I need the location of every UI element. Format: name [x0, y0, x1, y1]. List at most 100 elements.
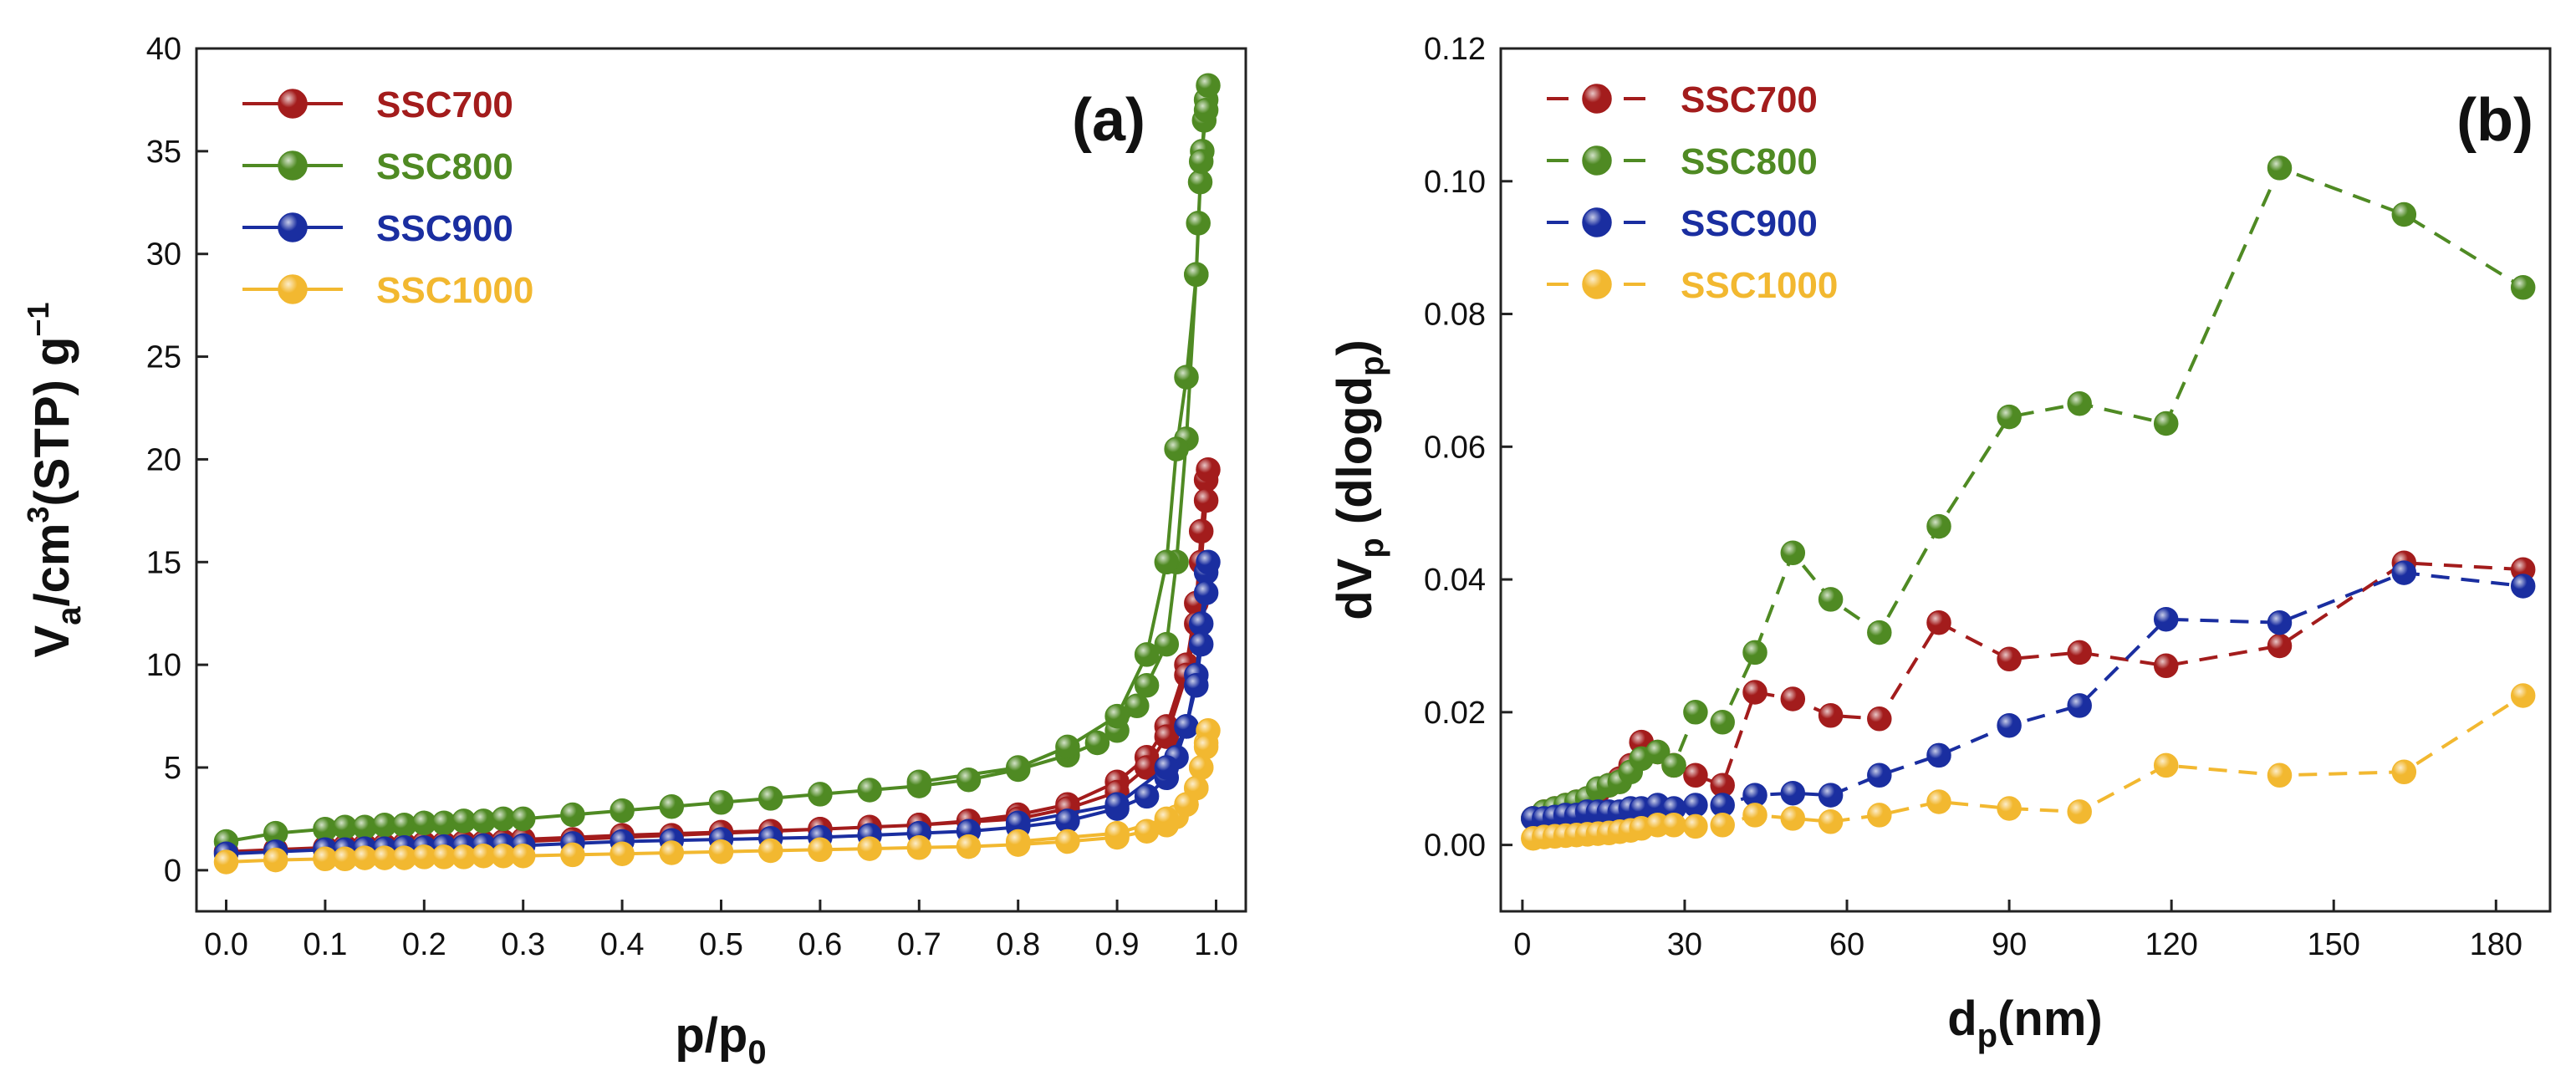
data-point [1661, 752, 1686, 778]
series-line [1532, 561, 2523, 820]
data-point [857, 836, 882, 861]
legend-label: SSC800 [376, 146, 513, 187]
data-point [808, 837, 833, 863]
data-point [956, 834, 982, 859]
data-point [1997, 404, 2022, 430]
data-point [510, 843, 536, 869]
data-point [1188, 755, 1214, 780]
data-point [1184, 262, 1209, 288]
series-ssc1000 [1521, 683, 2536, 851]
data-point [1926, 609, 1951, 635]
data-point [1174, 365, 1199, 390]
data-point [1780, 540, 1806, 566]
data-point [1188, 611, 1214, 636]
data-point [1742, 640, 1767, 666]
legend-marker [278, 89, 308, 119]
data-point [2267, 609, 2293, 635]
data-point [857, 778, 882, 803]
y-tick-label: 40 [146, 32, 181, 67]
legend-item: SSC700 [242, 84, 513, 125]
data-point [2391, 560, 2417, 585]
data-point [1997, 646, 2022, 672]
data-point [1134, 672, 1160, 698]
series-line [226, 84, 1210, 844]
legend-item: SSC800 [242, 146, 513, 187]
y-tick-label: 0.06 [1424, 430, 1486, 465]
data-point [1867, 620, 1892, 645]
data-point [2067, 799, 2092, 824]
data-point [213, 849, 239, 875]
data-point [1818, 809, 1844, 834]
data-point [2391, 759, 2417, 785]
series-ssc800 [1521, 156, 2536, 831]
y-tick-label: 0.12 [1424, 32, 1486, 67]
data-point [1193, 487, 1219, 513]
data-point [1055, 808, 1080, 834]
data-point [2267, 156, 2293, 181]
y-tick-label: 30 [146, 237, 181, 273]
x-tick-label: 180 [2470, 927, 2522, 962]
data-point [1926, 789, 1951, 814]
data-point [1154, 724, 1180, 749]
data-point [263, 847, 288, 873]
series-ssc700 [1521, 550, 2536, 831]
data-point [2067, 390, 2092, 416]
data-point [2153, 411, 2179, 436]
data-point [1780, 780, 1806, 806]
data-point [1683, 793, 1708, 818]
data-point [2391, 201, 2417, 227]
x-tick-label: 0.1 [304, 927, 348, 962]
x-tick-label: 0 [1513, 927, 1531, 962]
legend-marker [1582, 145, 1612, 176]
y-tick-label: 25 [146, 340, 181, 375]
y-tick-label: 35 [146, 135, 181, 170]
series-ssc1000 [213, 718, 1221, 875]
data-point [708, 839, 734, 864]
panel-label-a: (a) [1072, 87, 1145, 154]
data-point [1084, 730, 1110, 756]
legend-marker [278, 150, 308, 181]
series-line [1533, 571, 2523, 820]
y-tick-label: 5 [164, 751, 181, 786]
data-point [1818, 587, 1844, 612]
y-tick-label: 15 [146, 545, 181, 580]
data-point [1196, 73, 1221, 98]
legend-label: SSC700 [1681, 79, 1818, 120]
legend-label: SSC1000 [376, 270, 533, 311]
legend-label: SSC900 [1681, 203, 1818, 244]
data-point [2510, 275, 2536, 300]
series-group-a [213, 73, 1221, 875]
data-point [1164, 436, 1189, 462]
data-point [1184, 672, 1209, 698]
data-point [1818, 783, 1844, 808]
data-point [1683, 813, 1708, 839]
data-point [610, 798, 635, 824]
data-point [2153, 752, 2179, 778]
x-tick-label: 0.2 [402, 927, 446, 962]
isotherm-chart: 0.0 0.1 0.2 0.3 0.4 0.5 0.6 0.7 0.8 0.9 1.0 0 5 10 15 2… [21, 32, 1247, 1071]
x-tick-label: 0.6 [798, 927, 842, 962]
plot-frame-b [1499, 47, 2552, 913]
data-point [1661, 813, 1686, 838]
x-tick-label: 0.0 [204, 927, 248, 962]
data-point [1188, 631, 1214, 657]
data-point [659, 840, 685, 865]
data-point [1193, 580, 1219, 605]
data-point [956, 767, 982, 793]
data-point [1926, 742, 1951, 768]
data-point [1134, 642, 1160, 667]
data-point [1867, 803, 1892, 828]
data-point [1926, 513, 1951, 539]
legend-item: SSC800 [1547, 141, 1818, 182]
data-point [1867, 706, 1892, 732]
legend-a: SSC700 SSC800 SSC900 SSC1000 [242, 84, 533, 311]
data-point [1174, 792, 1199, 817]
series-line [1532, 166, 2524, 820]
data-point [1683, 700, 1708, 725]
data-point [1867, 762, 1892, 788]
legend-marker [1582, 84, 1612, 114]
legend-marker [1582, 269, 1612, 299]
data-point [2510, 683, 2536, 708]
legend-label: SSC700 [376, 84, 513, 125]
x-tick-label: 60 [1829, 927, 1864, 962]
